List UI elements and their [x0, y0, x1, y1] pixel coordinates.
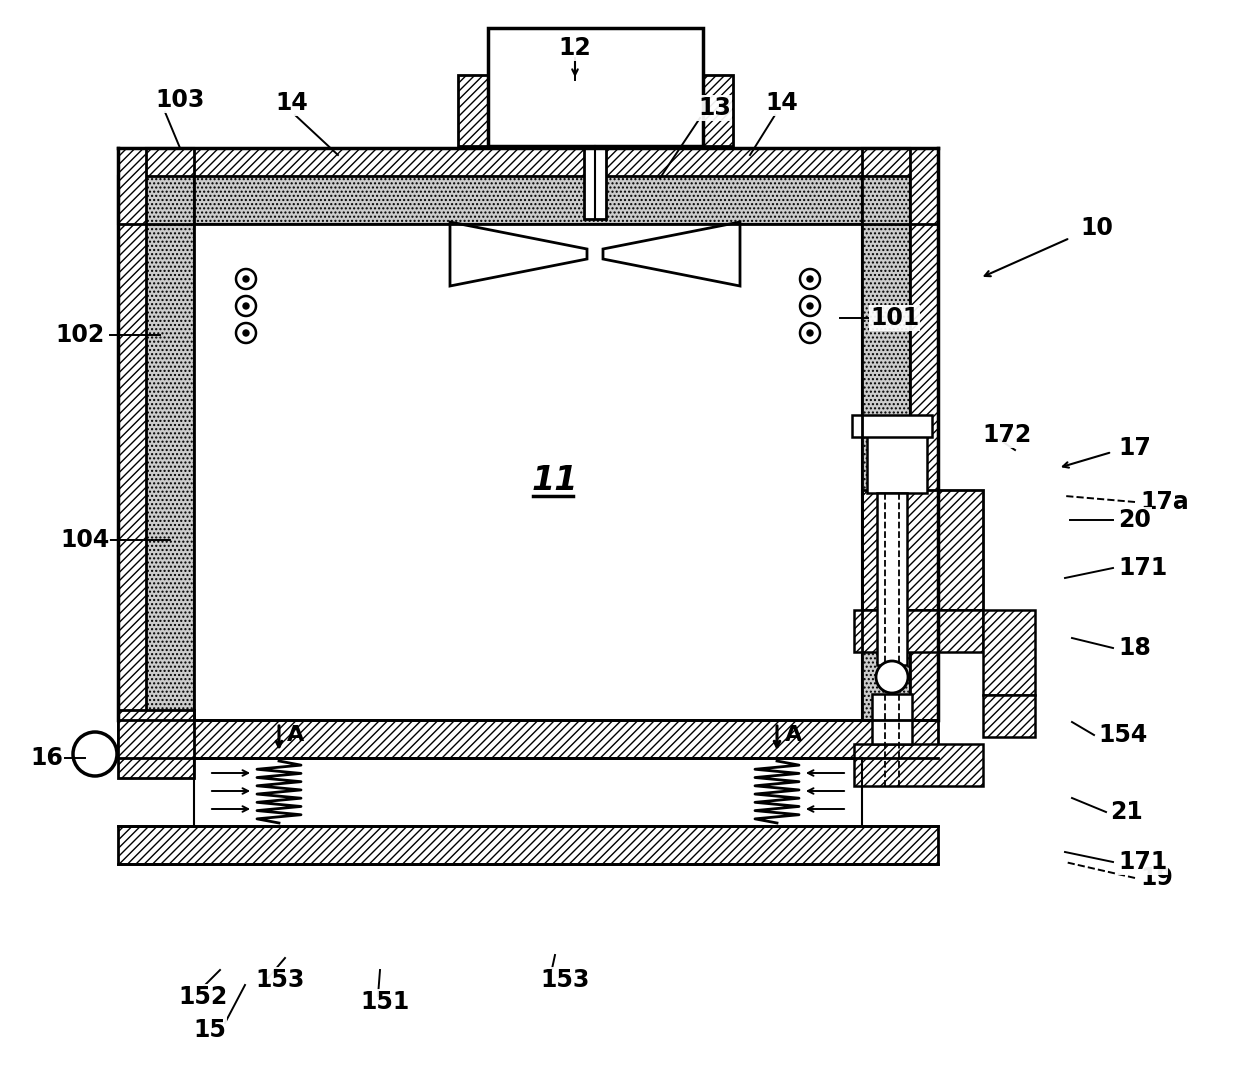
Circle shape: [807, 303, 813, 309]
Text: 153: 153: [255, 968, 304, 992]
Text: 10: 10: [1080, 216, 1112, 240]
Bar: [118, 826, 937, 864]
Bar: [854, 744, 983, 786]
Circle shape: [800, 296, 820, 316]
Text: 102: 102: [55, 323, 104, 347]
Bar: [458, 75, 489, 146]
Bar: [862, 490, 983, 610]
Circle shape: [807, 329, 813, 336]
Circle shape: [243, 329, 249, 336]
Text: 171: 171: [1118, 850, 1167, 874]
Text: 16: 16: [30, 746, 63, 770]
Bar: [852, 415, 932, 437]
Bar: [867, 435, 928, 493]
Bar: [703, 75, 733, 146]
Bar: [910, 148, 937, 720]
Bar: [193, 224, 862, 720]
Bar: [118, 720, 937, 758]
Text: 14: 14: [765, 91, 797, 115]
Circle shape: [236, 323, 255, 343]
Text: 103: 103: [155, 88, 205, 112]
Text: 104: 104: [60, 528, 109, 552]
Text: 20: 20: [1118, 508, 1151, 532]
Circle shape: [875, 661, 908, 693]
Bar: [877, 493, 906, 666]
Text: A: A: [785, 726, 802, 745]
Text: 15: 15: [193, 1018, 226, 1042]
Bar: [118, 710, 193, 778]
Text: 154: 154: [1097, 723, 1147, 747]
Bar: [872, 694, 911, 744]
Circle shape: [236, 296, 255, 316]
Text: 13: 13: [698, 96, 730, 120]
Text: A: A: [286, 726, 304, 745]
Text: 172: 172: [982, 423, 1032, 447]
Text: 14: 14: [275, 91, 308, 115]
Circle shape: [73, 732, 117, 776]
Bar: [862, 148, 910, 720]
Bar: [193, 758, 862, 826]
Bar: [983, 610, 1035, 695]
Bar: [118, 148, 146, 720]
Bar: [983, 695, 1035, 738]
Text: 101: 101: [870, 305, 919, 329]
Polygon shape: [603, 221, 740, 286]
Bar: [146, 148, 193, 720]
Circle shape: [800, 269, 820, 289]
Text: 18: 18: [1118, 636, 1151, 660]
Bar: [584, 146, 606, 219]
Bar: [854, 610, 983, 652]
Circle shape: [800, 323, 820, 343]
Circle shape: [243, 276, 249, 281]
Text: 12: 12: [559, 36, 591, 60]
Text: 21: 21: [1110, 800, 1143, 824]
Circle shape: [807, 276, 813, 281]
Text: 19: 19: [1140, 866, 1173, 890]
Text: 11: 11: [532, 464, 578, 496]
Text: 153: 153: [539, 968, 589, 992]
Text: 152: 152: [179, 985, 227, 1009]
Bar: [489, 28, 703, 146]
Bar: [118, 148, 937, 176]
Text: 17: 17: [1118, 436, 1151, 460]
Text: 17a: 17a: [1140, 490, 1189, 514]
Circle shape: [236, 269, 255, 289]
Circle shape: [243, 303, 249, 309]
Polygon shape: [450, 221, 587, 286]
Text: 171: 171: [1118, 556, 1167, 580]
Bar: [118, 176, 937, 224]
Text: 151: 151: [360, 990, 409, 1014]
